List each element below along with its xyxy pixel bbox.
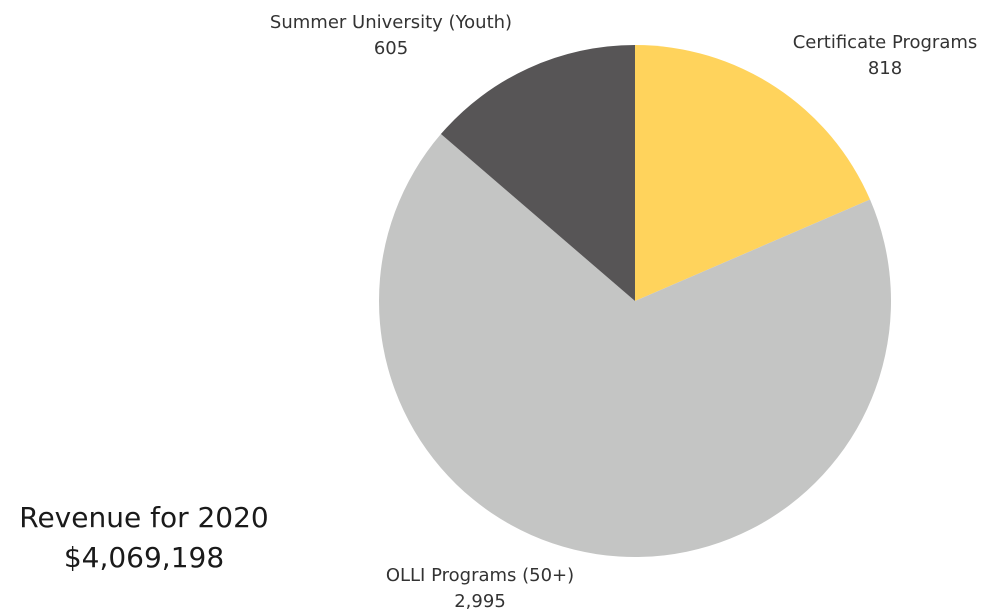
slice-name-summer-university: Summer University (Youth) (269, 12, 513, 33)
pie-slice-certificate-programs (635, 45, 871, 301)
revenue-title: Revenue for 2020 (19, 501, 269, 534)
pie-slices (378, 45, 891, 558)
slice-label-summer-university: Summer University (Youth) 605 (270, 10, 512, 62)
slice-name-olli-programs: OLLI Programs (50+) (385, 565, 575, 586)
revenue-summary: Revenue for 2020 $4,069,198 (19, 498, 269, 578)
revenue-value: $4,069,198 (63, 541, 225, 574)
slice-value-olli-programs: 2,995 (454, 591, 506, 612)
slice-name-certificate-programs: Certificate Programs (792, 32, 978, 53)
slice-label-olli-programs: OLLI Programs (50+) 2,995 (386, 563, 574, 615)
pie-slice-summer-university-youth (440, 45, 635, 301)
slice-label-certificate-programs: Certificate Programs 818 (793, 30, 978, 82)
slice-value-summer-university: 605 (373, 38, 409, 59)
slice-value-certificate-programs: 818 (867, 58, 903, 79)
pie-slice-olli-programs-50 (378, 134, 891, 558)
